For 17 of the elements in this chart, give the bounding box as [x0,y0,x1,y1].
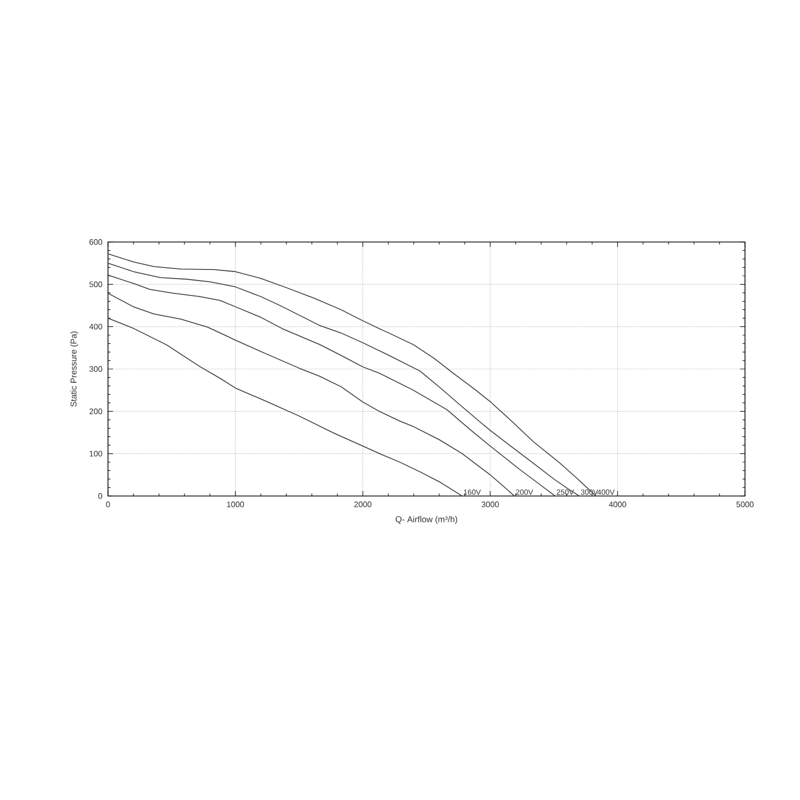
line-series [108,318,463,496]
x-tick-label: 3000 [482,502,499,508]
x-tick-label: 4000 [608,502,626,508]
x-tick-label: 2000 [354,502,372,508]
y-tick-label: 500 [89,282,102,288]
y-tick-label: 400 [89,324,102,330]
x-tick-label: 0 [106,502,110,508]
y-tick-label: 600 [90,239,102,245]
line-series [108,292,515,496]
y-tick-label: 100 [90,450,102,456]
y-tick-label: 0 [98,493,102,499]
x-tick-label: 1000 [227,502,244,508]
y-tick-label: 300 [89,366,102,372]
x-axis-title: Q- Airflow (m³/h) [396,516,458,524]
y-axis-title: Static Pressure (Pa) [70,332,78,407]
y-tick-label: 200 [90,408,102,414]
x-tick-label: 5000 [736,502,754,508]
